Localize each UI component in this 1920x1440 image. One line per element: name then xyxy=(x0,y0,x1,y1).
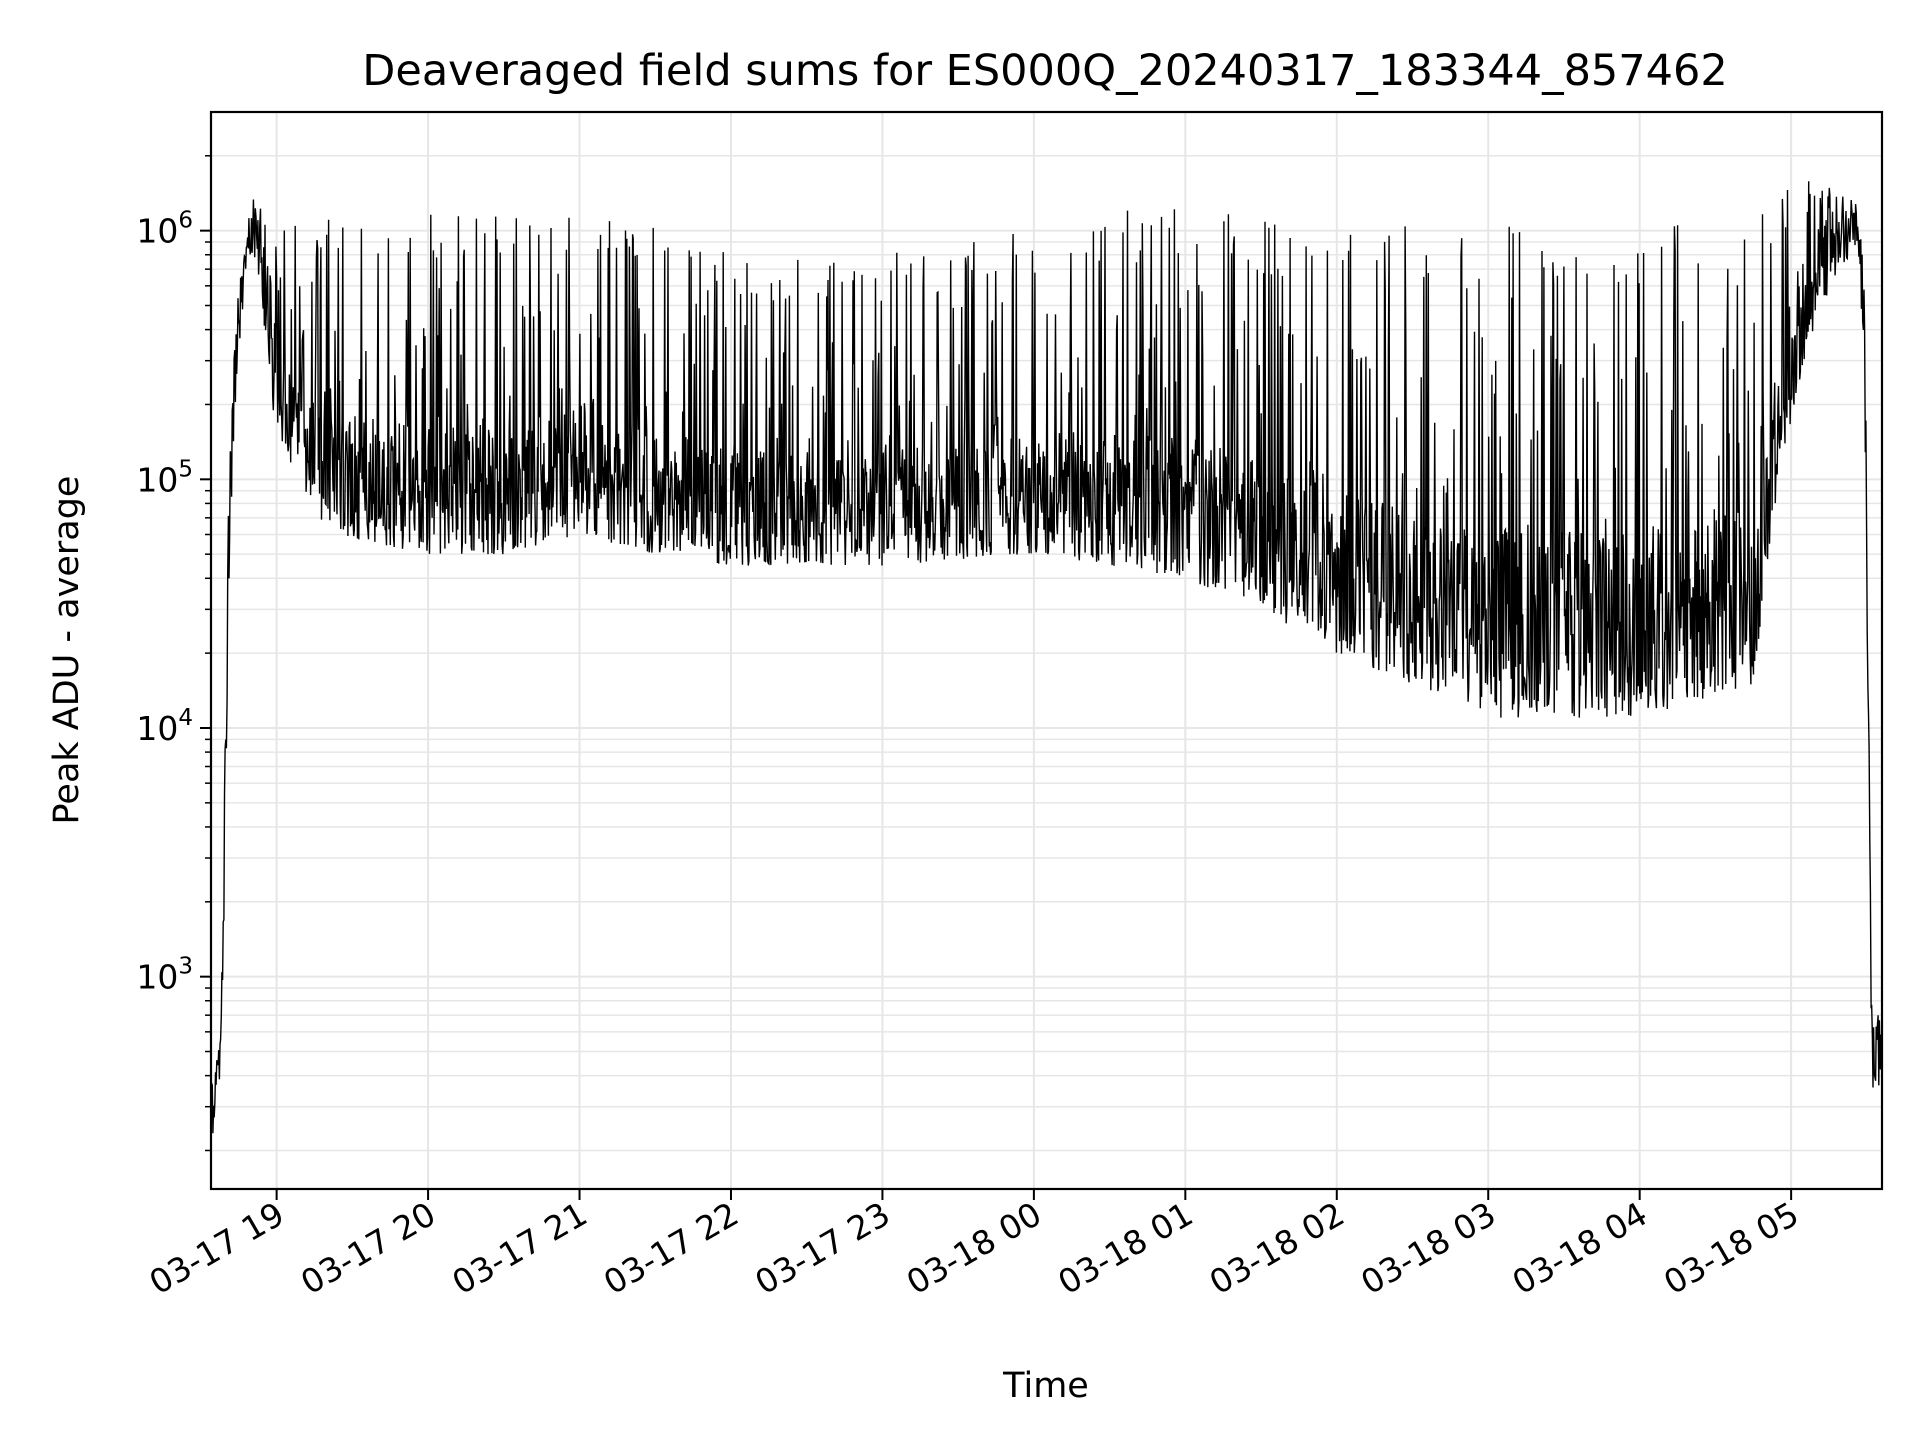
y-tick-exponent: 3 xyxy=(178,954,193,980)
y-tick-base: 10 xyxy=(136,212,178,251)
plot-area xyxy=(211,181,1882,1134)
y-tick-label: 105 xyxy=(136,456,193,499)
y-tick-base: 10 xyxy=(136,460,178,499)
y-tick-label: 104 xyxy=(136,705,193,748)
y-tick-base: 10 xyxy=(136,958,178,997)
y-tick-base: 10 xyxy=(136,709,178,748)
series-line xyxy=(211,181,1882,1134)
y-tick-label: 106 xyxy=(136,208,193,251)
plot-frame xyxy=(209,110,1884,1191)
y-tick-exponent: 6 xyxy=(178,208,193,234)
y-axis-label: Peak ADU - average xyxy=(47,476,87,825)
y-tick-exponent: 4 xyxy=(178,705,193,731)
grid-minor xyxy=(211,155,1882,1152)
y-tick-exponent: 5 xyxy=(178,456,193,482)
chart-title: Deaveraged field sums for ES000Q_2024031… xyxy=(362,46,1727,96)
y-tick-label: 103 xyxy=(136,954,193,997)
x-axis-label: Time xyxy=(1002,1366,1089,1406)
